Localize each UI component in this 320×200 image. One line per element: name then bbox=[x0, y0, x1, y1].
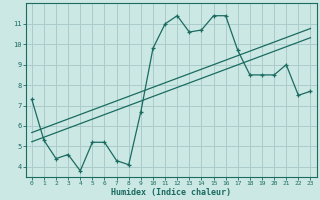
X-axis label: Humidex (Indice chaleur): Humidex (Indice chaleur) bbox=[111, 188, 231, 197]
